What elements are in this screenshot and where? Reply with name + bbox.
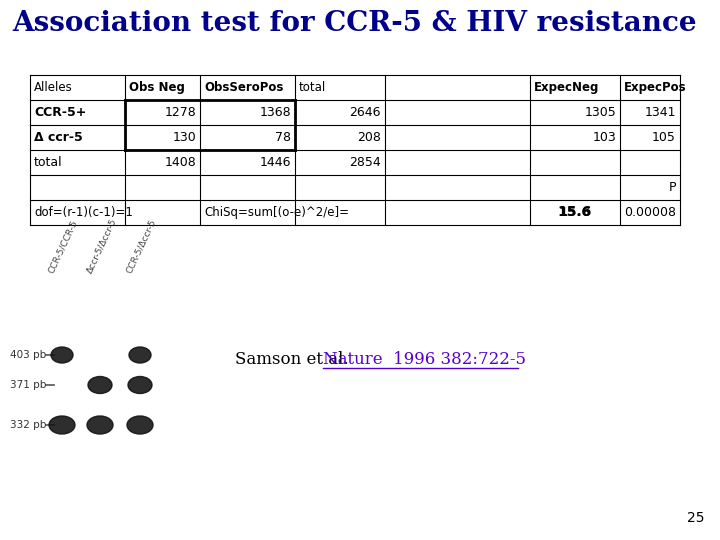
Text: 15.6: 15.6	[559, 206, 591, 219]
Text: Nature  1996 382:722-5: Nature 1996 382:722-5	[323, 352, 526, 368]
Text: ExpecNeg: ExpecNeg	[534, 81, 599, 94]
Text: 105: 105	[652, 131, 676, 144]
Text: Δccr-5/Δccr-5: Δccr-5/Δccr-5	[85, 217, 118, 275]
Text: CCR-5+: CCR-5+	[34, 106, 86, 119]
Text: 332 pb: 332 pb	[10, 420, 46, 430]
Text: 15.6: 15.6	[558, 206, 592, 219]
Ellipse shape	[51, 347, 73, 363]
Text: 1305: 1305	[584, 106, 616, 119]
Text: 208: 208	[357, 131, 381, 144]
Text: Obs Neg: Obs Neg	[129, 81, 185, 94]
Text: 1341: 1341	[644, 106, 676, 119]
Text: CCR-5/Δccr-5: CCR-5/Δccr-5	[125, 218, 158, 275]
Text: 403 pb: 403 pb	[10, 350, 46, 360]
Text: 1446: 1446	[259, 156, 291, 169]
Text: 371 pb: 371 pb	[10, 380, 46, 390]
Text: total: total	[299, 81, 326, 94]
Text: total: total	[34, 156, 63, 169]
Text: Association test for CCR-5 & HIV resistance: Association test for CCR-5 & HIV resista…	[12, 10, 697, 37]
Text: P: P	[668, 181, 676, 194]
Text: 1368: 1368	[259, 106, 291, 119]
Ellipse shape	[87, 416, 113, 434]
Text: 78: 78	[275, 131, 291, 144]
Text: 0.00008: 0.00008	[624, 206, 676, 219]
Text: dof=(r-1)(c-1)=1: dof=(r-1)(c-1)=1	[34, 206, 133, 219]
Text: 2854: 2854	[349, 156, 381, 169]
Text: Samson et al.: Samson et al.	[235, 352, 354, 368]
Ellipse shape	[88, 376, 112, 394]
Text: 130: 130	[172, 131, 196, 144]
Ellipse shape	[49, 416, 75, 434]
Ellipse shape	[128, 376, 152, 394]
Ellipse shape	[127, 416, 153, 434]
Ellipse shape	[129, 347, 151, 363]
Text: 25: 25	[688, 511, 705, 525]
Text: ObsSeroPos: ObsSeroPos	[204, 81, 284, 94]
Text: ChiSq=sum[(o-e)^2/e]=: ChiSq=sum[(o-e)^2/e]=	[204, 206, 349, 219]
Text: CCR-5/CCR-5: CCR-5/CCR-5	[47, 219, 79, 275]
Text: 2646: 2646	[349, 106, 381, 119]
Text: 1408: 1408	[164, 156, 196, 169]
Text: Δ ccr-5: Δ ccr-5	[34, 131, 83, 144]
Text: ExpecPos: ExpecPos	[624, 81, 687, 94]
Text: 103: 103	[593, 131, 616, 144]
Text: 1278: 1278	[164, 106, 196, 119]
Text: Alleles: Alleles	[34, 81, 73, 94]
